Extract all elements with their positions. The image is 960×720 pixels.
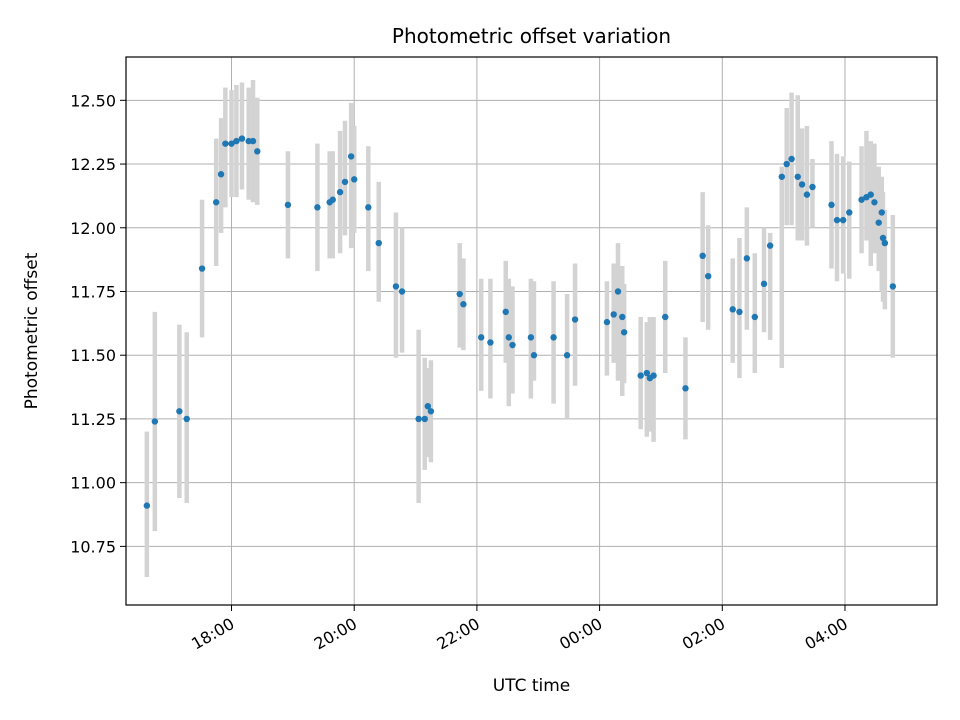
data-points [143,135,897,509]
data-point [238,135,246,142]
data-point [233,137,240,145]
data-point [143,502,151,509]
data-point [751,313,759,321]
data-point [505,334,513,341]
plot-frame [125,56,938,606]
data-point [778,173,785,180]
data-point [879,234,887,242]
data-point [766,242,774,249]
data-point [249,137,257,145]
data-point [336,188,344,196]
data-point [833,216,841,224]
chart-title: Photometric offset variation [392,24,671,48]
data-point [424,402,432,410]
data-point [550,334,557,341]
y-tick-label: 11.50 [70,346,116,365]
data-point [736,308,743,316]
data-point [183,415,190,423]
y-tick-label: 12.25 [70,155,116,174]
data-point [603,318,611,326]
data-point [650,372,657,379]
data-point [176,408,183,415]
data-point [421,415,428,423]
data-point [254,148,261,155]
data-point [347,153,355,160]
data-point [614,288,622,295]
data-point [217,171,225,178]
data-point [222,140,229,147]
data-point [643,369,651,377]
data-point [760,280,768,288]
data-point [212,199,220,206]
y-tick-label: 12.50 [70,91,116,110]
data-point [846,209,853,216]
y-tick-label: 11.75 [70,282,116,301]
data-point [637,372,644,379]
data-point [502,308,509,316]
data-point [610,311,617,318]
data-point [351,176,358,183]
y-tick-label: 10.75 [70,537,116,556]
data-point [875,219,882,226]
y-tick-label: 12.00 [70,219,116,238]
data-point [620,329,628,336]
data-point [563,352,571,359]
data-point [341,178,349,186]
data-point [314,204,321,211]
data-point [329,196,336,203]
data-point [392,283,400,290]
data-point [527,334,535,341]
data-point [682,385,689,392]
data-point [809,183,816,191]
data-point [783,160,790,168]
data-point [798,181,806,188]
data-point [858,196,865,203]
data-point [365,204,372,211]
data-point [729,306,736,313]
data-point [530,352,538,359]
data-point [571,316,579,323]
data-point [460,301,467,308]
data-point [828,201,835,209]
data-point [509,341,516,349]
data-point [878,209,885,216]
data-point [662,313,669,321]
y-tick-label: 11.25 [70,410,116,429]
error-bars [144,79,896,577]
data-point [427,408,435,415]
data-point [889,283,897,290]
data-point [487,339,494,346]
data-point [375,239,382,247]
data-point [619,313,626,321]
data-point [398,288,406,295]
data-point [284,201,292,209]
data-point [198,265,206,272]
data-point [228,140,235,147]
data-point [803,191,811,198]
data-point [788,155,795,163]
data-point [456,290,463,298]
y-axis-ticks: 10.75 11.00 11.25 11.50 11.75 12.00 12.25 12.50 [70,91,126,556]
y-axis-title: Photometric offset [22,252,42,409]
data-point [699,252,706,260]
data-point [477,334,485,341]
data-point [151,418,159,425]
data-point [743,255,751,262]
x-axis-title: UTC time [493,676,571,696]
data-point [867,191,874,198]
y-tick-label: 11.00 [70,474,116,493]
data-point [839,216,847,224]
data-point [794,173,801,180]
data-point [871,199,878,206]
data-point [704,273,712,280]
data-point [881,239,889,247]
data-point [415,415,422,423]
